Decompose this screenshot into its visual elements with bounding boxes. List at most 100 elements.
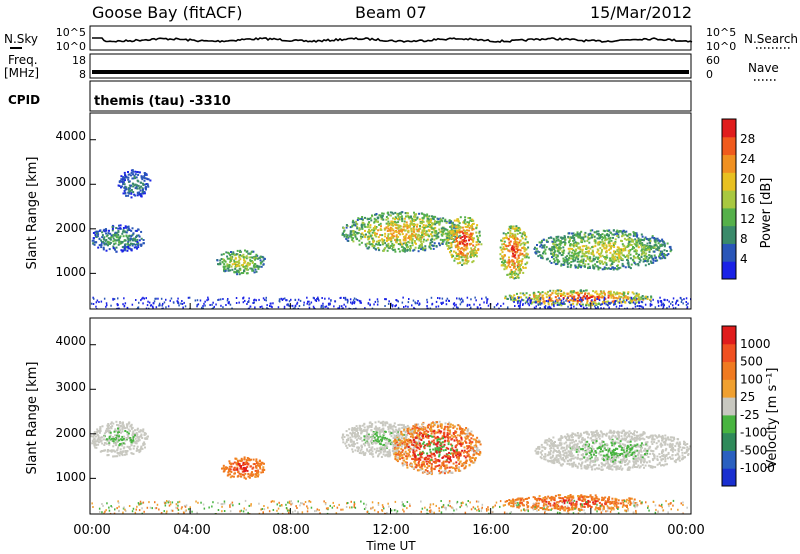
- data-cell: [502, 232, 505, 235]
- data-cell: [118, 426, 121, 429]
- data-cell: [349, 436, 352, 439]
- data-cell: [588, 265, 591, 268]
- data-cell: [96, 438, 99, 441]
- data-cell: [100, 436, 103, 439]
- data-cell: [348, 307, 350, 309]
- colorbar-tick: 12: [740, 212, 755, 226]
- data-cell: [106, 430, 109, 433]
- data-cell: [621, 293, 624, 296]
- data-cell: [579, 303, 582, 306]
- data-cell: [375, 232, 378, 235]
- data-cell: [661, 238, 664, 241]
- data-cell: [239, 254, 242, 257]
- data-cell: [354, 436, 357, 439]
- data-cell: [435, 230, 438, 233]
- nave-tick-top: 60: [706, 54, 720, 67]
- data-cell: [132, 239, 135, 242]
- data-cell: [333, 305, 335, 308]
- data-cell: [453, 229, 456, 232]
- data-cell: [543, 300, 546, 303]
- data-cell: [118, 185, 121, 187]
- data-cell: [351, 302, 353, 305]
- data-cell: [498, 307, 500, 309]
- data-cell: [387, 426, 390, 429]
- data-cell: [515, 227, 518, 229]
- data-cell: [616, 235, 619, 237]
- data-cell: [92, 303, 95, 305]
- data-cell: [393, 434, 396, 437]
- data-cell: [476, 238, 479, 241]
- data-cell: [366, 242, 369, 245]
- data-cell: [686, 306, 689, 309]
- data-cell: [365, 245, 368, 248]
- data-cell: [447, 235, 450, 238]
- data-cell: [620, 304, 623, 307]
- data-cell: [469, 219, 472, 222]
- data-cell: [102, 248, 105, 251]
- data-cell: [450, 232, 453, 235]
- data-cell: [222, 464, 225, 467]
- power-ytick-2000: 2000: [55, 221, 86, 235]
- data-cell: [136, 440, 139, 443]
- data-cell: [602, 229, 605, 232]
- data-cell: [618, 295, 621, 298]
- data-cell: [138, 191, 140, 194]
- data-cell: [313, 297, 315, 300]
- data-cell: [325, 305, 328, 308]
- data-cell: [604, 239, 606, 242]
- data-cell: [412, 447, 415, 450]
- data-cell: [405, 305, 407, 308]
- data-cell: [545, 293, 548, 296]
- data-cell: [608, 240, 611, 243]
- data-cell: [450, 245, 453, 248]
- data-cell: [585, 289, 588, 292]
- data-cell: [379, 438, 382, 441]
- data-cell: [647, 238, 650, 241]
- data-cell: [242, 253, 245, 256]
- data-cell: [515, 245, 518, 248]
- data-cell: [603, 293, 606, 295]
- data-cell: [465, 229, 468, 232]
- data-cell: [352, 219, 355, 222]
- data-cell: [379, 443, 382, 446]
- data-cell: [478, 230, 481, 233]
- data-cell: [142, 176, 145, 179]
- data-cell: [552, 303, 555, 306]
- data-cell: [416, 230, 419, 233]
- data-cell: [384, 247, 387, 250]
- data-cell: [612, 297, 615, 300]
- data-cell: [577, 258, 580, 261]
- data-cell: [571, 290, 574, 293]
- data-cell: [112, 247, 115, 250]
- data-cell: [383, 447, 386, 450]
- data-cell: [461, 239, 464, 242]
- data-cell: [587, 238, 590, 241]
- data-cell: [130, 424, 133, 427]
- data-cell: [622, 292, 625, 294]
- data-cell: [455, 225, 458, 228]
- data-cell: [442, 233, 445, 236]
- data-cell: [624, 249, 627, 252]
- data-cell: [624, 256, 627, 259]
- data-cell: [228, 462, 231, 465]
- data-cell: [657, 242, 660, 245]
- data-cell: [401, 217, 404, 220]
- data-cell: [399, 243, 402, 246]
- data-cell: [140, 176, 143, 178]
- data-cell: [283, 307, 286, 309]
- data-cell: [369, 243, 372, 246]
- data-cell: [460, 297, 463, 300]
- data-cell: [502, 262, 505, 265]
- data-cell: [104, 449, 107, 452]
- data-cell: [617, 233, 620, 236]
- data-cell: [514, 241, 517, 244]
- data-cell: [320, 304, 323, 307]
- data-cell: [356, 223, 359, 226]
- data-cell: [378, 223, 381, 226]
- data-cell: [658, 253, 661, 256]
- data-cell: [366, 226, 369, 229]
- data-cell: [567, 235, 570, 238]
- data-cell: [474, 253, 477, 256]
- data-cell: [144, 437, 147, 440]
- data-cell: [328, 297, 330, 300]
